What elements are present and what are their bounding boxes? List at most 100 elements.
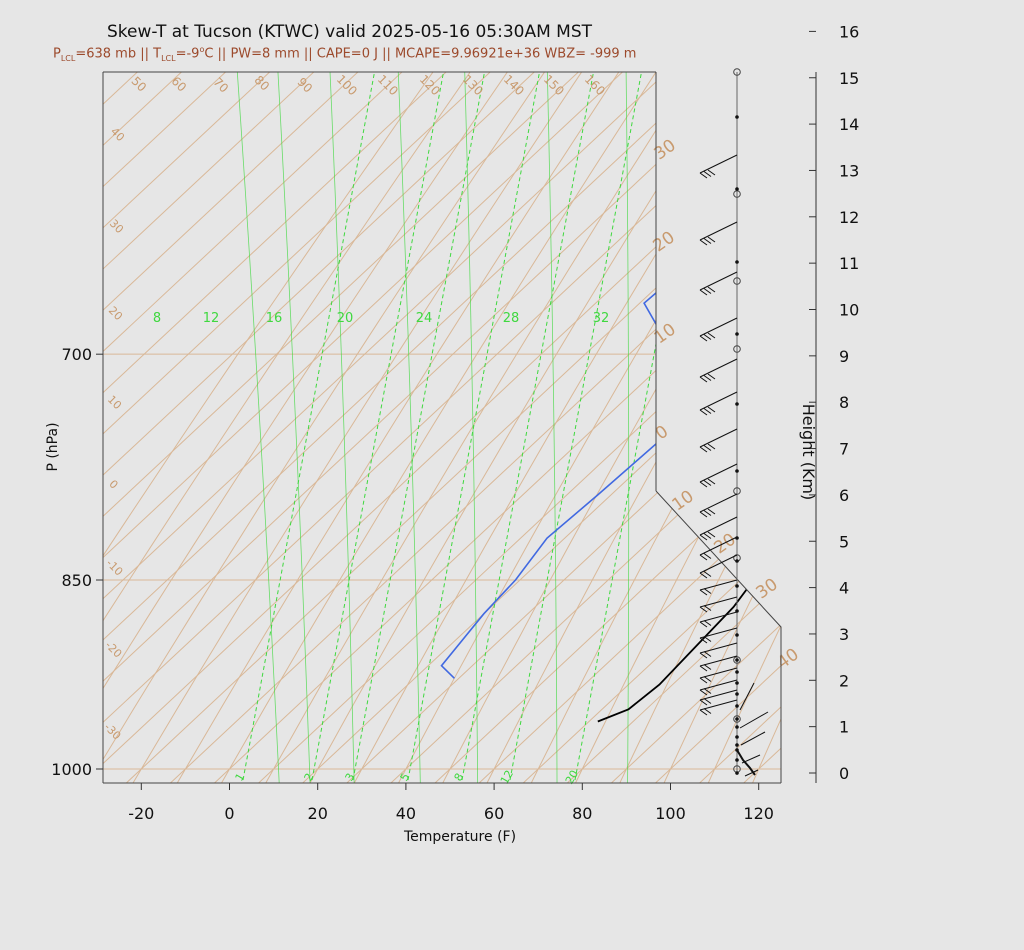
wind-barb-staff (699, 655, 738, 667)
wind-barb-flag (699, 239, 708, 246)
wind-barb-flag (707, 531, 716, 538)
wind-barb-staff (699, 679, 738, 691)
wind-barb-staff (699, 271, 738, 291)
wind-barb-flag (699, 554, 708, 561)
mixing-ratio-top-label: 24 (416, 311, 433, 326)
wind-barb-flag (699, 637, 708, 644)
wind-barb-staff (699, 667, 738, 679)
isotherm-line (103, 72, 781, 783)
wind-barb-flag (703, 553, 712, 559)
height-tick-label: 10 (839, 301, 859, 320)
isotherm-line (103, 72, 781, 783)
wind-barb-staff (699, 596, 738, 608)
wind-level-dot (735, 725, 739, 729)
wind-barb (699, 679, 738, 696)
wind-level-dot (735, 758, 739, 762)
wind-barb-flag (703, 533, 712, 539)
wind-barb-staff (699, 154, 738, 174)
wind-level-circle (733, 656, 741, 664)
wind-level-dot (735, 402, 739, 406)
height-tick-label: 0 (839, 764, 849, 783)
height-tick-label: 4 (839, 579, 849, 598)
x-tick-label: -20 (128, 804, 154, 823)
height-tick-label: 13 (839, 161, 859, 180)
wind-barb-flag (699, 709, 708, 716)
mixing-ratio-top-label: 28 (503, 311, 520, 326)
mixing-ratio-top-label: 32 (593, 311, 610, 326)
wind-level-dot (735, 584, 739, 588)
isotherm-line (103, 72, 781, 783)
height-tick-label: 12 (839, 208, 859, 227)
wind-barb-flag (703, 688, 712, 694)
wind-barb-flag (699, 621, 708, 628)
wind-barb-flag (699, 335, 708, 342)
low-level-wind-barb (739, 682, 755, 711)
wind-level-dot (735, 187, 739, 191)
wind-barb (699, 221, 738, 246)
wind-barb (699, 596, 738, 613)
height-axis-label: Height (Km) (799, 404, 818, 501)
wind-barb-flag (699, 589, 708, 596)
x-tick-label: 40 (396, 804, 416, 823)
wind-barb-flag (703, 651, 712, 657)
wind-barb-staff (699, 536, 738, 556)
wind-barb (699, 699, 738, 716)
wind-barb-flag (703, 510, 712, 516)
height-tick-label: 6 (839, 486, 849, 505)
x-tick-label: 60 (484, 804, 504, 823)
wind-barb-staff (699, 516, 738, 536)
height-tick-label: 15 (839, 69, 859, 88)
wind-barb (699, 689, 738, 706)
mixing-ratio-line (311, 72, 513, 781)
wind-barb (699, 493, 738, 518)
mixing-ratio-top-label: 20 (337, 311, 354, 326)
height-tick-label: 11 (839, 254, 859, 273)
moist-adiabat (510, 72, 558, 783)
x-axis-label: Temperature (F) (403, 829, 516, 845)
y-tick-label: 1000 (51, 760, 92, 779)
height-tick-label: 2 (839, 671, 849, 690)
chart-title: Skew-T at Tucson (KTWC) valid 2025-05-16… (107, 22, 593, 42)
wind-barb (699, 536, 738, 561)
wind-barb (699, 428, 738, 453)
wind-barb (699, 391, 738, 416)
wind-barb (699, 611, 738, 628)
wind-barb-flag (703, 698, 712, 704)
wind-barb-flag (703, 375, 712, 381)
wind-barb-flag (703, 708, 712, 714)
wind-level-dot (735, 681, 739, 685)
wind-level-dot (735, 469, 739, 473)
wind-barb (699, 154, 738, 179)
mixing-ratio-line (407, 72, 609, 781)
wind-barb (699, 554, 738, 579)
wind-barb-flag (699, 572, 708, 579)
mixing-ratio-line (242, 72, 444, 781)
wind-level-circle (733, 277, 741, 285)
height-tick-label: 3 (839, 625, 849, 644)
wind-barb-flag (703, 480, 712, 486)
dry-adiabat (103, 72, 781, 783)
dry-adiabat (554, 72, 781, 783)
mixing-ratio-bottom-label: 20 (563, 768, 581, 787)
wind-barb-flag (703, 408, 712, 414)
wind-barb-flag (699, 699, 708, 706)
wind-barb-flag (703, 620, 712, 626)
x-tick-label: 80 (572, 804, 592, 823)
dry-adiabat (599, 72, 781, 783)
wind-barb (699, 271, 738, 296)
moist-adiabat (210, 72, 311, 783)
wind-barb-flag (699, 511, 708, 518)
wind-barb-flag (699, 652, 708, 659)
wind-barb-flag (707, 373, 716, 380)
wind-level-circle (733, 345, 741, 353)
wind-barb (699, 463, 738, 488)
x-tick-label: 20 (308, 804, 328, 823)
wind-level-dot (735, 704, 739, 708)
dry-adiabat (196, 72, 781, 783)
dry-adiabat (103, 72, 781, 783)
isotherm-line (103, 72, 781, 783)
mixing-ratio-line (352, 72, 554, 781)
height-tick-label: 16 (839, 22, 859, 41)
